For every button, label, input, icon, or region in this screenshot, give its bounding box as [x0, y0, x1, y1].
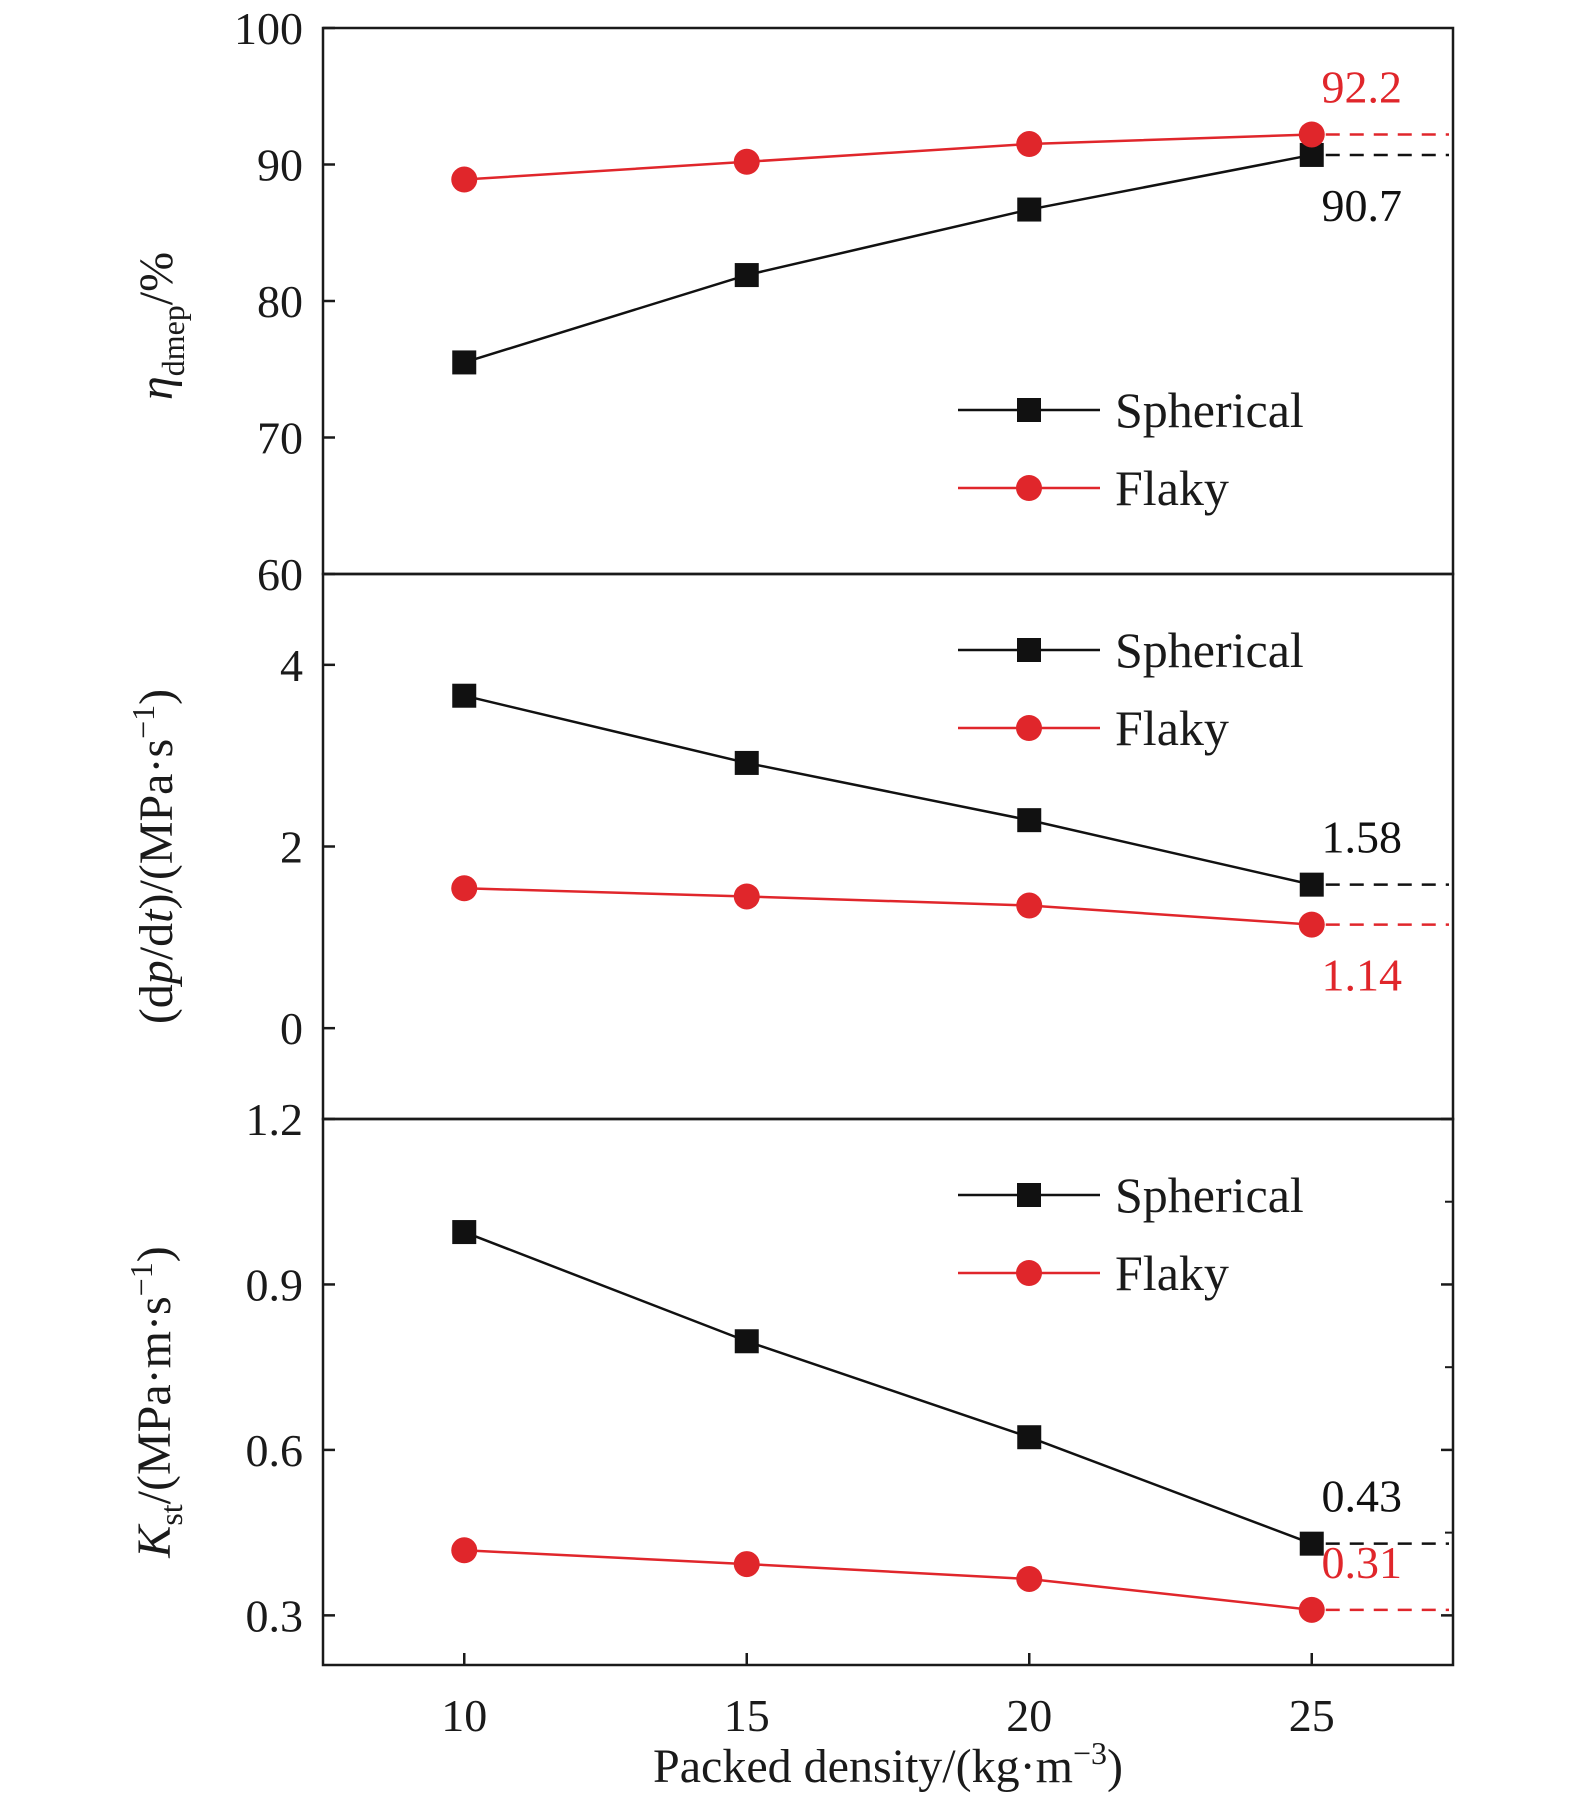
point-flaky-20	[1016, 892, 1043, 919]
x-tick-label: 10	[441, 1690, 487, 1741]
point-flaky-25	[1298, 121, 1325, 148]
point-spherical-15	[734, 263, 759, 288]
y-tick-label: 70	[257, 413, 303, 464]
plot-frame	[321, 26, 1455, 576]
y-tick-label: 2	[280, 822, 303, 873]
panel-1: 60 70 80 90 100 ηdmep/% 92.2 90.7 Spherical Flaky	[130, 3, 1455, 600]
panel-3: 0.3 0.6 0.9 1.2 Kst/(MPa·m·s−1) 0.43 0.31 Spher…	[123, 1094, 1455, 1667]
y-tick-label: 90	[257, 140, 303, 191]
annotation-spherical: 1.58	[1322, 812, 1403, 863]
y-tick-label: 0	[280, 1003, 303, 1054]
y-axis-title: Kst/(MPa·m·s−1)	[123, 1246, 189, 1558]
point-spherical-10	[452, 1220, 477, 1245]
series-line-flaky	[464, 1549, 1312, 1612]
point-spherical-25	[1299, 1531, 1324, 1556]
legend-item-flaky: Flaky	[958, 1245, 1229, 1301]
point-flaky-20	[1016, 131, 1043, 158]
legend-item-flaky: Flaky	[958, 700, 1229, 756]
legend-label: Spherical	[1115, 622, 1304, 678]
point-spherical-10	[452, 683, 477, 708]
point-spherical-10	[452, 350, 477, 375]
legend-label: Flaky	[1115, 700, 1229, 756]
legend-item-spherical: Spherical	[958, 382, 1304, 438]
series-line-spherical	[463, 153, 1312, 364]
point-flaky-15	[733, 148, 760, 175]
y-tick-label: 60	[257, 549, 303, 600]
x-tick-label: 25	[1289, 1690, 1335, 1741]
series-line-flaky	[464, 133, 1312, 181]
annotation-spherical: 0.43	[1322, 1471, 1403, 1522]
y-tick-label: 0.3	[246, 1590, 304, 1641]
point-spherical-20	[1017, 1425, 1042, 1450]
annotation-flaky: 92.2	[1322, 61, 1403, 112]
legend-item-flaky: Flaky	[958, 460, 1229, 516]
series-line-spherical	[463, 1230, 1313, 1545]
series-line-spherical	[463, 694, 1313, 886]
legend-label: Flaky	[1115, 1245, 1229, 1301]
annotation-spherical: 90.7	[1322, 180, 1403, 231]
y-axis-title: ηdmep/%	[130, 252, 191, 400]
y-tick-label: 80	[257, 276, 303, 327]
point-flaky-10	[451, 166, 478, 193]
point-flaky-15	[733, 883, 760, 910]
point-spherical-15	[734, 750, 759, 775]
legend-label: Spherical	[1115, 1167, 1304, 1223]
legend-label: Flaky	[1115, 460, 1229, 516]
annotation-flaky: 1.14	[1322, 950, 1403, 1001]
point-flaky-25	[1298, 911, 1325, 938]
annotation-flaky: 0.31	[1322, 1537, 1403, 1588]
series-line-flaky	[464, 887, 1312, 926]
point-spherical-15	[734, 1329, 759, 1354]
legend-marker	[1016, 715, 1042, 741]
legend-marker	[1017, 1183, 1041, 1207]
y-axis-title: (dp/dt)/(MPa·s−1)	[125, 689, 183, 1024]
point-spherical-25	[1299, 872, 1324, 897]
legend-item-spherical: Spherical	[958, 1167, 1304, 1223]
point-flaky-15	[733, 1551, 760, 1578]
y-tick-label: 4	[280, 640, 303, 691]
point-flaky-10	[451, 875, 478, 902]
legend-marker	[1016, 475, 1042, 501]
legend-item-spherical: Spherical	[958, 622, 1304, 678]
legend-marker	[1017, 398, 1041, 422]
legend-label: Spherical	[1115, 382, 1304, 438]
y-tick-label: 0.9	[246, 1259, 304, 1310]
point-flaky-10	[451, 1537, 478, 1564]
point-spherical-20	[1017, 197, 1042, 222]
legend-marker	[1017, 638, 1041, 662]
x-tick-label: 15	[724, 1690, 770, 1741]
y-tick-label: 0.6	[246, 1425, 304, 1476]
point-flaky-25	[1298, 1596, 1325, 1623]
panel-2: 0 2 4 (dp/dt)/(MPa·s−1) 1.58 1.14 Spherical Fla…	[125, 572, 1455, 1121]
y-tick-label: 1.2	[246, 1094, 304, 1145]
legend-marker	[1016, 1260, 1042, 1286]
y-tick-label: 100	[234, 3, 303, 54]
plot-frame	[321, 1117, 1455, 1667]
point-flaky-20	[1016, 1565, 1043, 1592]
x-tick-label: 20	[1006, 1690, 1052, 1741]
x-axis-title: Packed density/(kg·m−3)	[653, 1735, 1123, 1793]
point-spherical-20	[1017, 808, 1042, 833]
